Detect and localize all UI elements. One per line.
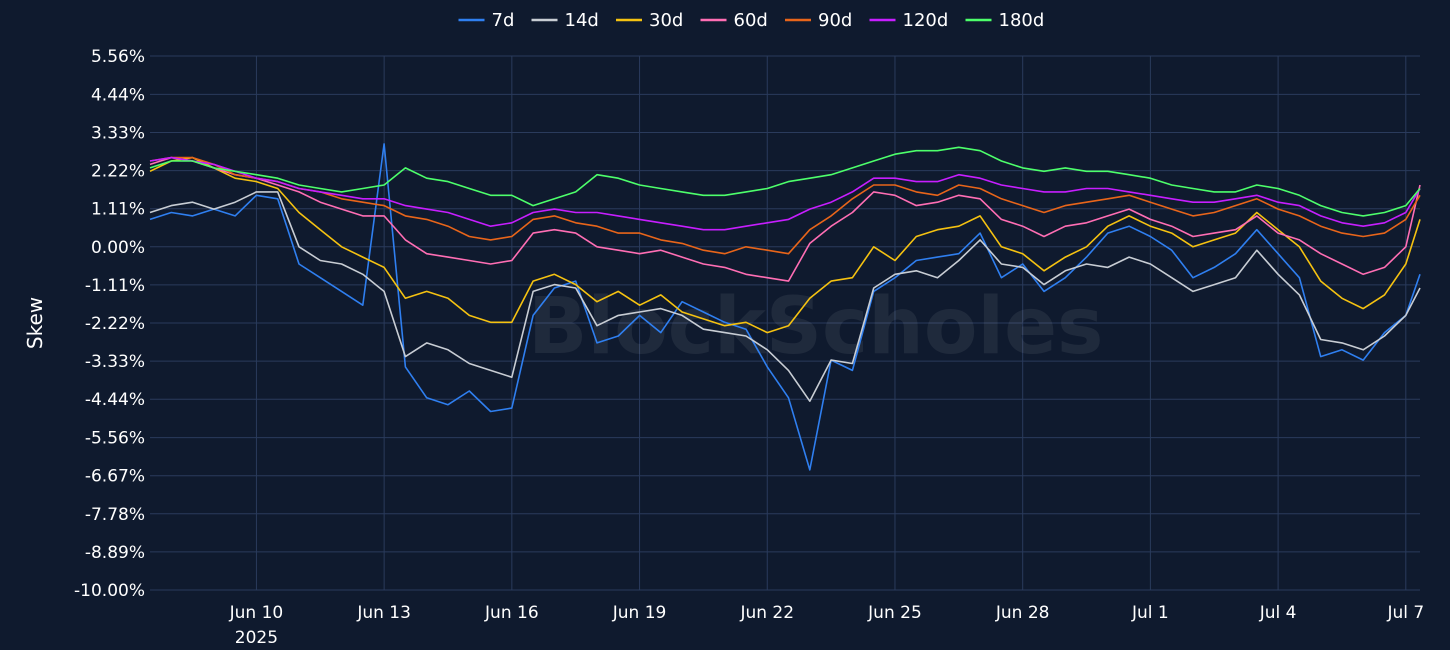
y-tick-label: 2.22% bbox=[91, 162, 145, 182]
x-tick-label: Jun 16 bbox=[484, 603, 539, 623]
x-tick-label: Jun 25 bbox=[867, 603, 922, 623]
x-tick-label: Jul 1 bbox=[1131, 603, 1169, 623]
y-tick-label: -4.44% bbox=[85, 390, 145, 410]
legend-label-14d: 14d bbox=[565, 10, 599, 31]
y-tick-label: 3.33% bbox=[91, 124, 145, 144]
y-tick-label: 1.11% bbox=[91, 200, 145, 220]
y-tick-label: -7.78% bbox=[85, 505, 145, 525]
x-tick-label: Jun 13 bbox=[356, 603, 411, 623]
y-tick-label: -8.89% bbox=[85, 543, 145, 563]
x-tick-sublabel: 2025 bbox=[235, 628, 278, 648]
series-line-120d bbox=[150, 158, 1420, 230]
y-tick-label: 0.00% bbox=[91, 238, 145, 258]
y-tick-label: -5.56% bbox=[85, 429, 145, 449]
skew-chart: BlockScholes 5.56% 4.44% 3.33% 2.22% 1.11% 0.… bbox=[0, 0, 1450, 650]
legend-label-7d: 7d bbox=[492, 10, 515, 31]
legend-label-60d: 60d bbox=[734, 10, 768, 31]
legend: 7d 14d 30d 60d 90d 120d 180d bbox=[459, 10, 1045, 31]
x-tick-label: Jun 28 bbox=[995, 603, 1050, 623]
x-tick-label: Jul 7 bbox=[1386, 603, 1424, 623]
series-line-90d bbox=[150, 158, 1420, 254]
x-tick-label: Jul 4 bbox=[1259, 603, 1297, 623]
legend-label-30d: 30d bbox=[649, 10, 683, 31]
y-axis-ticks: 5.56% 4.44% 3.33% 2.22% 1.11% 0.00% -1.11% -2.2… bbox=[74, 47, 145, 601]
y-tick-label: -3.33% bbox=[85, 352, 145, 372]
series-line-180d bbox=[150, 147, 1420, 216]
y-tick-label: 4.44% bbox=[91, 85, 145, 105]
legend-label-120d: 120d bbox=[903, 10, 949, 31]
x-tick-label: Jun 22 bbox=[739, 603, 794, 623]
watermark: BlockScholes bbox=[528, 282, 1103, 372]
x-tick-label: Jun 10 bbox=[229, 603, 284, 623]
x-tick-label: Jun 19 bbox=[612, 603, 667, 623]
y-axis-title: Skew bbox=[23, 297, 47, 349]
y-tick-label: -10.00% bbox=[74, 581, 145, 601]
y-tick-label: -1.11% bbox=[85, 276, 145, 296]
y-tick-label: -6.67% bbox=[85, 467, 145, 487]
legend-label-180d: 180d bbox=[999, 10, 1045, 31]
legend-label-90d: 90d bbox=[818, 10, 852, 31]
y-tick-label: 5.56% bbox=[91, 47, 145, 67]
y-tick-label: -2.22% bbox=[85, 314, 145, 334]
x-axis-ticks: Jun 10 2025 Jun 13 Jun 16 Jun 19 Jun 22 Jun 25… bbox=[229, 603, 1425, 648]
